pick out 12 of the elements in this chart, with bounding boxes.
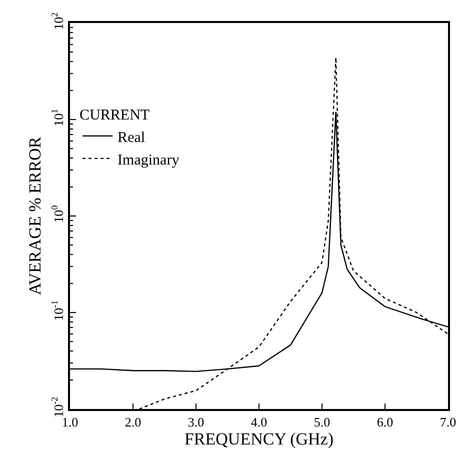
x-axis-title: FREQUENCY (GHz) — [184, 429, 334, 448]
x-tick-label: 2.0 — [124, 414, 142, 430]
x-tick-label: 7.0 — [440, 414, 456, 430]
legend-title: CURRENT — [80, 108, 150, 124]
legend-label: Real — [118, 130, 146, 146]
y-axis-title: AVERAGE % ERROR — [26, 136, 45, 296]
legend-label: Imaginary — [118, 152, 180, 168]
x-tick-label: 4.0 — [250, 414, 268, 430]
x-tick-label: 5.0 — [314, 414, 330, 430]
x-tick-label: 1.0 — [62, 414, 78, 430]
x-tick-label: 6.0 — [376, 414, 394, 430]
x-tick-label: 3.0 — [188, 414, 204, 430]
